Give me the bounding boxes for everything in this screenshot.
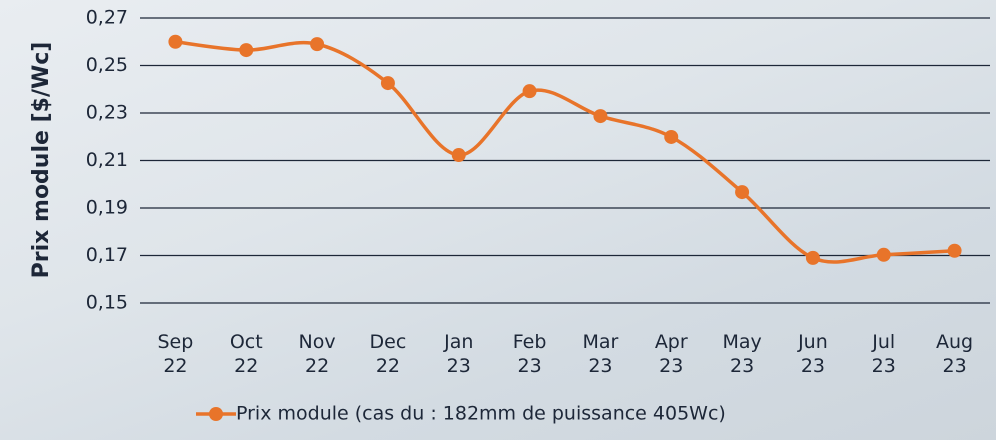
x-tick-label: Feb 23 bbox=[505, 330, 555, 378]
y-tick-label: 0,21 bbox=[86, 149, 128, 171]
point bbox=[381, 76, 395, 90]
y-tick-label: 0,19 bbox=[86, 197, 128, 219]
legend-marker bbox=[209, 407, 223, 421]
x-tick-label: Jul 23 bbox=[859, 330, 909, 378]
point bbox=[735, 185, 749, 199]
x-tick-label: May 23 bbox=[717, 330, 767, 378]
point bbox=[593, 109, 607, 123]
point bbox=[664, 130, 678, 144]
y-axis-title: Prix module [$/Wc] bbox=[29, 42, 54, 279]
y-tick-label: 0,23 bbox=[86, 102, 128, 124]
x-tick-label: Apr 23 bbox=[646, 330, 696, 378]
y-tick-label: 0,25 bbox=[86, 54, 128, 76]
y-tick-label: 0,17 bbox=[86, 244, 128, 266]
legend-label: Prix module (cas du : 182mm de puissance… bbox=[236, 403, 726, 425]
x-tick-label: Jun 23 bbox=[788, 330, 838, 378]
x-tick-label: Sep 22 bbox=[150, 330, 200, 378]
plot: Prix module [$/Wc] 0,15 0,17 0,19 0,21 0,23 0… bbox=[0, 0, 996, 440]
y-tick-label: 0,15 bbox=[86, 292, 128, 314]
point bbox=[310, 37, 324, 51]
x-tick-label: Jan 23 bbox=[434, 330, 484, 378]
point bbox=[523, 84, 537, 98]
point bbox=[877, 248, 891, 262]
series-line bbox=[175, 42, 954, 262]
point bbox=[239, 43, 253, 57]
point bbox=[168, 35, 182, 49]
point bbox=[806, 251, 820, 265]
x-tick-label: Oct 22 bbox=[221, 330, 271, 378]
x-tick-label: Dec 22 bbox=[363, 330, 413, 378]
y-tick-label: 0,27 bbox=[86, 7, 128, 29]
point bbox=[452, 148, 466, 162]
chart: Prix module [$/Wc] 0,15 0,17 0,19 0,21 0,23 0… bbox=[0, 0, 996, 440]
x-tick-label: Mar 23 bbox=[575, 330, 625, 378]
x-tick-label: Aug 23 bbox=[930, 330, 980, 378]
point bbox=[948, 244, 962, 258]
x-tick-label: Nov 22 bbox=[292, 330, 342, 378]
